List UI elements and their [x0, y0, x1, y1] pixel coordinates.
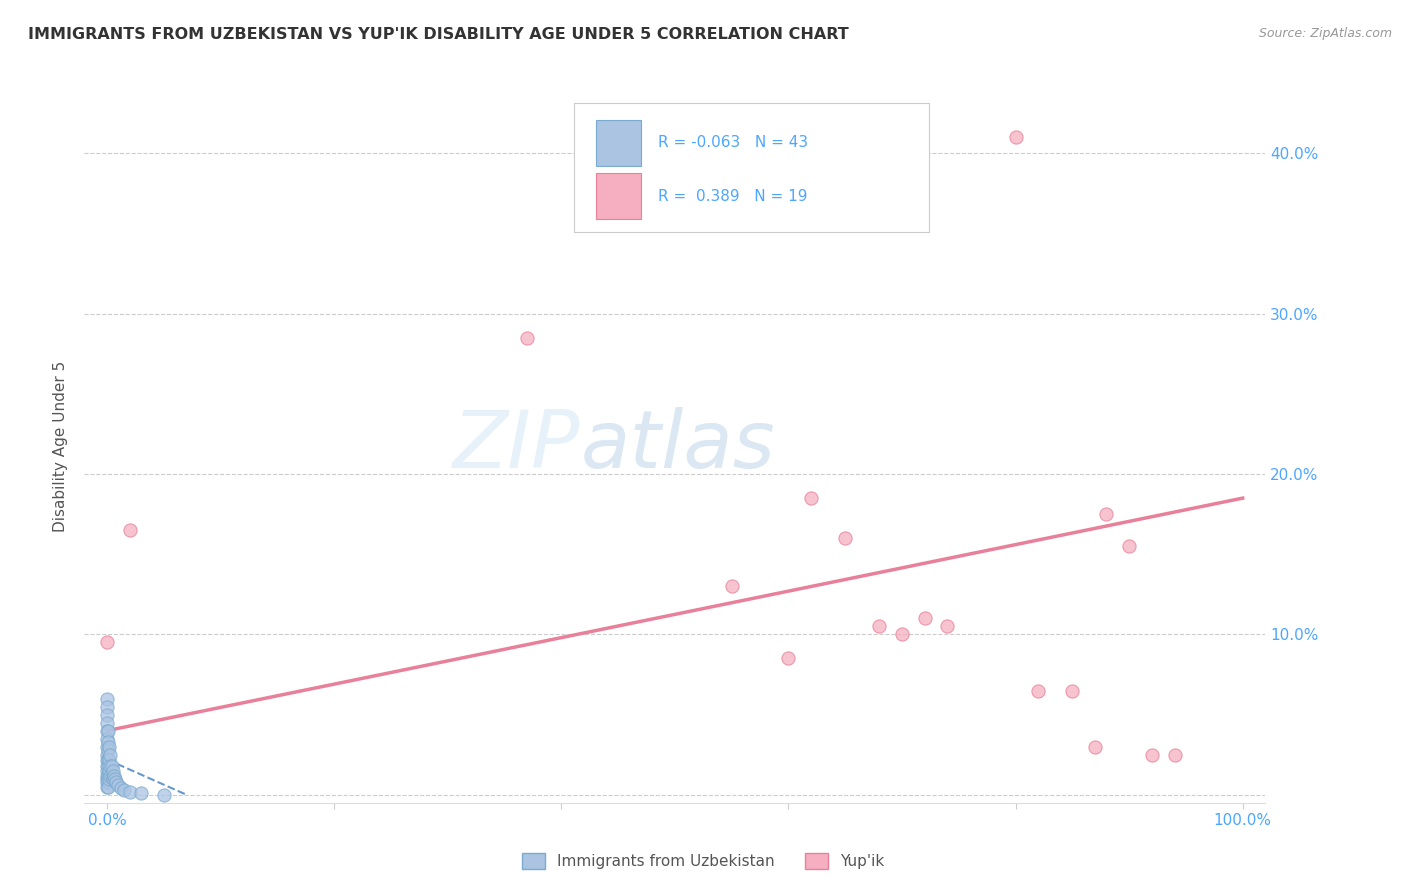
Point [96, 752, 118, 766]
Point [98, 752, 121, 766]
Point [97, 780, 120, 794]
Text: R =  0.389   N = 19: R = 0.389 N = 19 [658, 189, 808, 203]
Point [1095, 507, 1118, 521]
Point [96, 768, 118, 782]
Point [97, 768, 120, 782]
Point [100, 768, 122, 782]
Point [96, 707, 118, 722]
Point [1026, 683, 1049, 698]
Point [96, 635, 118, 649]
Point [110, 781, 132, 796]
Point [96, 772, 118, 786]
Point [1163, 747, 1185, 762]
Legend: Immigrants from Uzbekistan, Yup'ik: Immigrants from Uzbekistan, Yup'ik [516, 847, 890, 875]
Point [97, 759, 120, 773]
Point [97, 735, 120, 749]
Point [104, 772, 127, 786]
Point [96, 775, 118, 789]
Point [914, 611, 936, 625]
Point [98, 764, 121, 778]
Point [96, 691, 118, 706]
Point [105, 775, 128, 789]
Point [100, 759, 122, 773]
Point [96, 759, 118, 773]
Point [101, 772, 124, 786]
Point [103, 768, 125, 782]
Point [107, 778, 129, 792]
Text: ZIP: ZIP [453, 407, 581, 485]
Text: atlas: atlas [581, 407, 775, 485]
Point [97, 743, 120, 757]
Point [100, 759, 122, 773]
Point [1084, 739, 1107, 754]
Point [100, 768, 122, 782]
Point [96, 723, 118, 738]
Point [96, 780, 118, 794]
Point [778, 651, 800, 665]
Text: R = -0.063   N = 43: R = -0.063 N = 43 [658, 136, 808, 150]
Point [800, 491, 823, 505]
Point [101, 764, 124, 778]
FancyBboxPatch shape [575, 103, 929, 232]
Text: Source: ZipAtlas.com: Source: ZipAtlas.com [1258, 27, 1392, 40]
Point [96, 699, 118, 714]
Point [112, 783, 135, 797]
Point [834, 531, 856, 545]
Point [118, 784, 141, 798]
Point [868, 619, 890, 633]
Point [98, 772, 121, 786]
Point [96, 715, 118, 730]
Point [891, 627, 914, 641]
Point [153, 788, 176, 802]
Point [1118, 539, 1140, 553]
Point [96, 764, 118, 778]
Point [1004, 130, 1026, 145]
FancyBboxPatch shape [596, 173, 641, 219]
Point [118, 523, 141, 537]
Point [96, 739, 118, 754]
Point [96, 747, 118, 762]
Point [129, 786, 152, 800]
Y-axis label: Disability Age Under 5: Disability Age Under 5 [53, 360, 69, 532]
Point [516, 331, 538, 345]
Point [936, 619, 959, 633]
Text: IMMIGRANTS FROM UZBEKISTAN VS YUP'IK DISABILITY AGE UNDER 5 CORRELATION CHART: IMMIGRANTS FROM UZBEKISTAN VS YUP'IK DIS… [28, 27, 849, 42]
Point [720, 579, 742, 593]
Point [97, 775, 120, 789]
Point [98, 739, 121, 754]
Point [1062, 683, 1084, 698]
Point [100, 747, 122, 762]
FancyBboxPatch shape [596, 120, 641, 166]
Point [97, 723, 120, 738]
Point [96, 731, 118, 746]
Point [1140, 747, 1163, 762]
Point [97, 752, 120, 766]
